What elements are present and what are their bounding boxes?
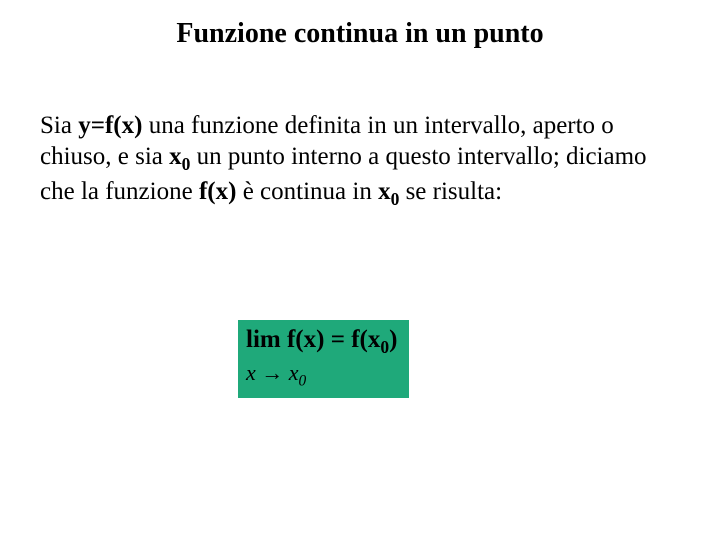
- text-run: Sia: [40, 112, 78, 139]
- bold-run: x0: [169, 143, 190, 170]
- formula-highlight: lim f(x) = f(x0) x → x0: [238, 320, 409, 398]
- slide: Funzione continua in un punto Sia y=f(x)…: [0, 0, 720, 540]
- formula-approach: x → x0: [246, 360, 397, 390]
- body-paragraph: Sia y=f(x) una funzione definita in un i…: [40, 110, 680, 211]
- slide-title: Funzione continua in un punto: [0, 18, 720, 50]
- text-run: se risulta:: [399, 178, 502, 205]
- text-run: è continua in: [236, 178, 378, 205]
- bold-run: y=f(x): [78, 112, 142, 139]
- bold-run: x0: [378, 178, 399, 205]
- bold-run: f(x): [199, 178, 236, 205]
- formula-limit: lim f(x) = f(x0): [246, 326, 397, 358]
